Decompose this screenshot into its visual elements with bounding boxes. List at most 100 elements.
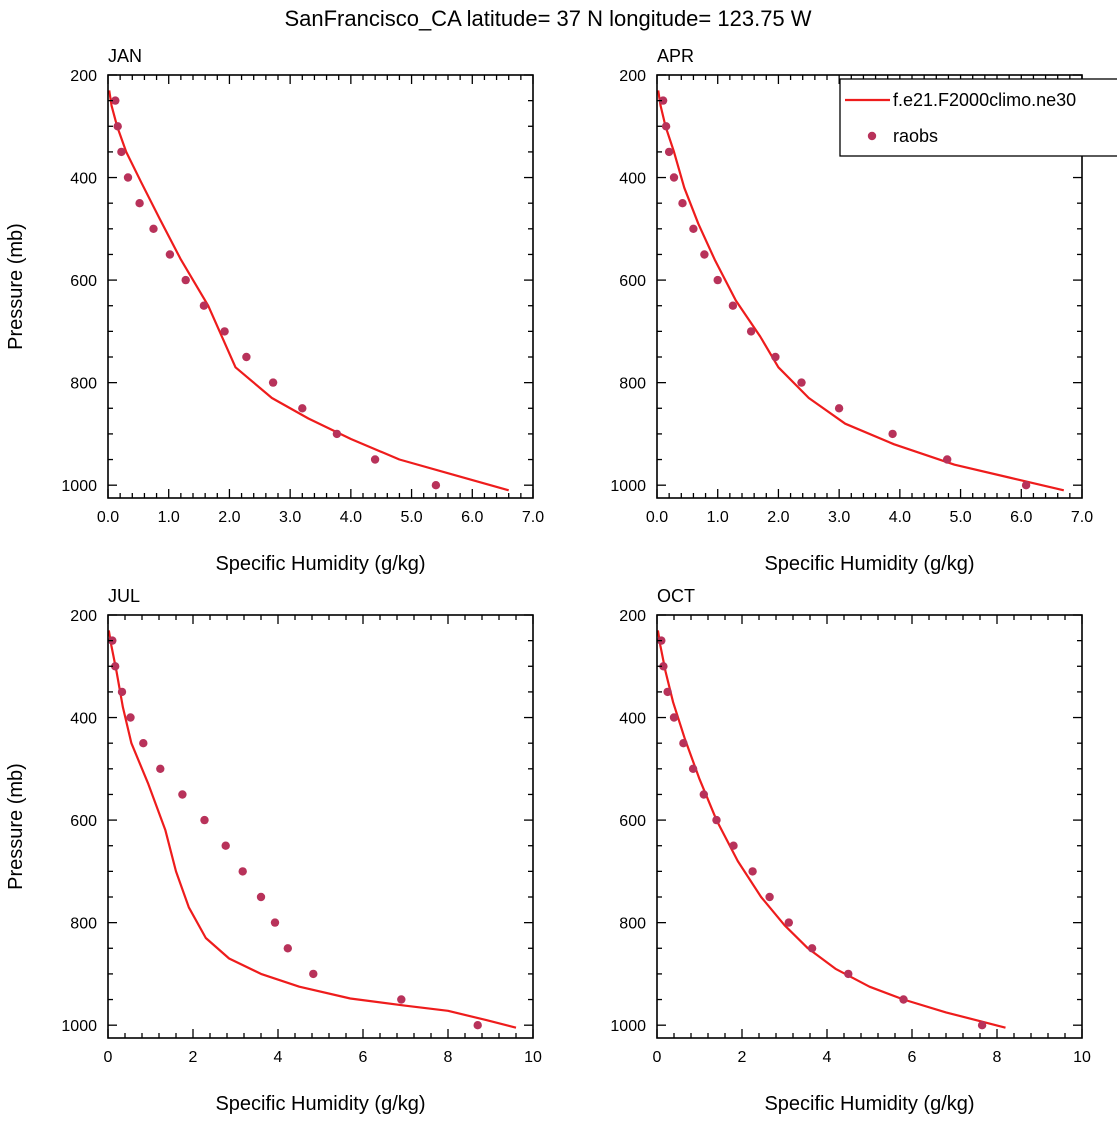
y-tick-label: 400 [619, 171, 646, 188]
panel-title: APR [657, 46, 694, 66]
data-point [784, 918, 793, 927]
panel-title: OCT [657, 586, 695, 606]
y-tick-label: 1000 [61, 1018, 97, 1035]
series-points-raobs [657, 636, 987, 1030]
data-point [113, 122, 122, 131]
legend: f.e21.F2000climo.ne30 raobs [839, 78, 1117, 157]
x-tick-label: 5.0 [400, 509, 422, 526]
data-point [888, 429, 897, 439]
data-point [746, 327, 756, 336]
y-tick-label: 600 [619, 273, 646, 290]
data-point [834, 404, 844, 413]
x-tick-label: 7.0 [522, 509, 544, 526]
y-tick-label: 800 [70, 376, 97, 393]
data-point [199, 301, 209, 310]
data-point [431, 481, 441, 490]
data-point [678, 199, 687, 208]
data-point [126, 713, 135, 722]
y-tick-label: 200 [70, 608, 97, 625]
data-point [332, 429, 342, 439]
chart-panel-oct: OCT 0 2 4 6 8 10 200 400 600 800 1000 Specific Humid… [610, 586, 1091, 1115]
data-point [700, 250, 709, 259]
legend-entry-label: raobs [893, 126, 938, 146]
series-points-raobs [108, 636, 482, 1030]
y-tick-label: 200 [619, 608, 646, 625]
y-tick-label: 600 [619, 813, 646, 830]
y-tick-label: 400 [70, 711, 97, 728]
y-tick-label: 200 [619, 68, 646, 85]
x-tick-label: 4.0 [889, 509, 911, 526]
legend-entry-label: f.e21.F2000climo.ne30 [893, 90, 1076, 110]
plot-frame [656, 614, 1083, 1039]
x-tick-label: 4 [274, 1049, 283, 1066]
x-tick-label: 2.0 [767, 509, 789, 526]
x-tick-label: 4.0 [340, 509, 362, 526]
x-tick-label: 10 [1073, 1049, 1091, 1066]
data-point [156, 764, 165, 773]
data-point [943, 455, 952, 464]
data-point [899, 995, 908, 1004]
x-tick-label: 3.0 [279, 509, 301, 526]
y-tick-label: 200 [70, 68, 97, 85]
data-point [689, 224, 698, 233]
y-axis-label: Pressure (mb) [5, 223, 27, 350]
data-point [220, 327, 229, 336]
data-point [397, 995, 406, 1004]
data-point [658, 96, 668, 105]
data-point [844, 969, 853, 979]
x-tick-label: 3.0 [828, 509, 850, 526]
data-point [309, 969, 318, 979]
y-axis-label: Pressure (mb) [5, 763, 27, 890]
data-point [117, 147, 126, 157]
data-point [238, 867, 247, 876]
data-point [771, 352, 780, 362]
data-point [807, 944, 817, 953]
data-point [663, 687, 672, 697]
data-point [139, 739, 148, 748]
data-point [111, 662, 120, 671]
y-tick-label: 1000 [610, 1018, 646, 1035]
data-point [679, 739, 688, 748]
x-axis-label: Specific Humidity (g/kg) [764, 553, 974, 575]
data-point [728, 301, 738, 310]
data-point [268, 378, 278, 387]
x-tick-label: 5.0 [949, 509, 971, 526]
data-point [661, 122, 671, 131]
y-tick-label: 600 [70, 813, 97, 830]
data-point [242, 352, 251, 362]
x-axis-label: Specific Humidity (g/kg) [764, 1093, 974, 1115]
data-point [659, 662, 668, 671]
data-point [688, 764, 698, 773]
data-point [270, 918, 280, 927]
data-point [283, 944, 292, 953]
data-point [111, 96, 120, 105]
data-point [669, 713, 679, 722]
data-point [165, 250, 175, 259]
data-point [221, 841, 230, 850]
series-line-model [107, 630, 517, 1029]
x-tick-label: 6.0 [1010, 509, 1032, 526]
plot-frame [107, 74, 534, 499]
x-tick-label: 10 [524, 1049, 542, 1066]
x-tick-label: 7.0 [1071, 509, 1093, 526]
data-point [370, 455, 380, 464]
data-point [135, 199, 144, 208]
data-point [298, 404, 307, 413]
x-tick-label: 8 [444, 1049, 453, 1066]
data-point [178, 790, 187, 799]
x-tick-label: 2.0 [218, 509, 240, 526]
data-point [712, 815, 721, 825]
y-tick-label: 1000 [61, 478, 97, 495]
data-point [1021, 481, 1031, 490]
chart-panel-apr: APR 0.0 1.0 2.0 3.0 4.0 5.0 6.0 7.0 200 400 600 800 1… [610, 46, 1093, 575]
x-tick-label: 0 [104, 1049, 113, 1066]
chart-panel-jul: JUL 0 2 4 6 8 10 200 400 600 800 1000 Specific Humid… [5, 586, 542, 1115]
y-tick-label: 800 [619, 376, 646, 393]
data-point [699, 790, 708, 799]
x-tick-label: 0 [653, 1049, 662, 1066]
data-point [664, 147, 674, 157]
plot-frame [656, 74, 1083, 499]
data-point [473, 1020, 482, 1030]
